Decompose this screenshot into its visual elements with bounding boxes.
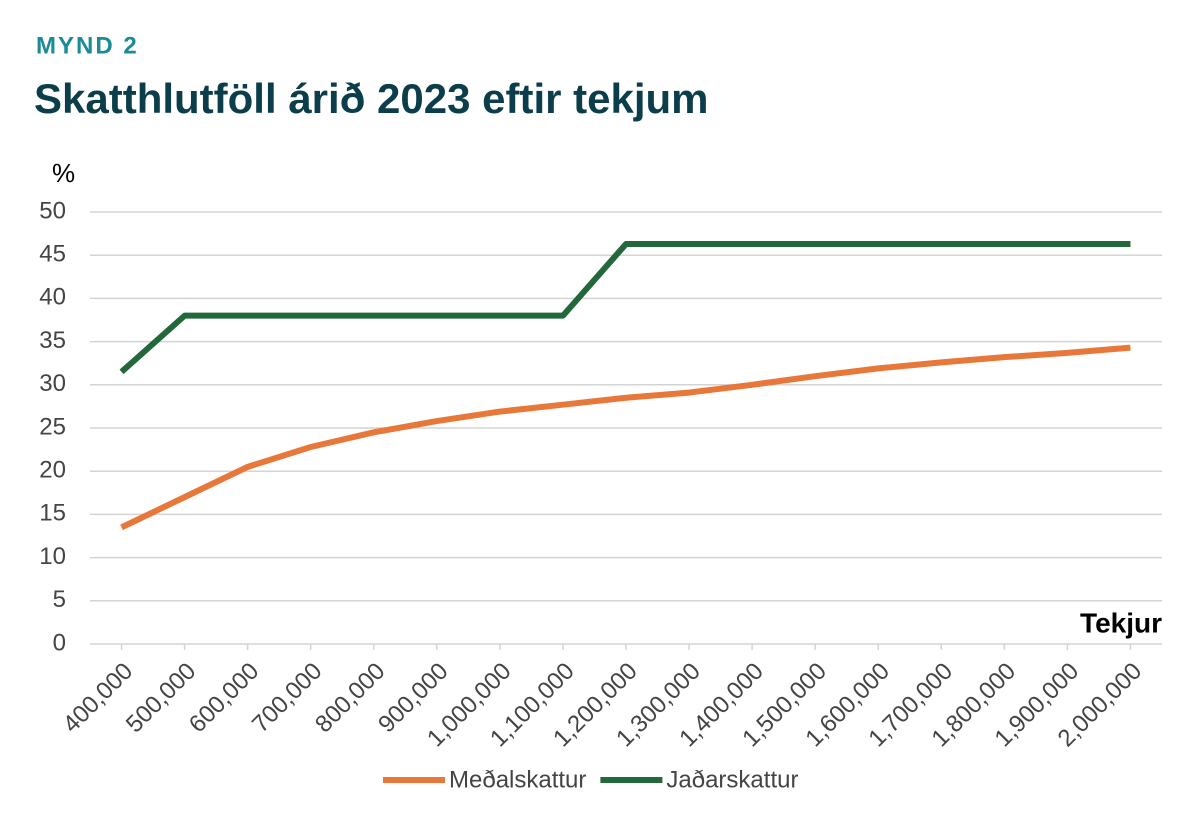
- series-line: [120, 344, 1131, 531]
- y-tick-label: 10: [39, 543, 66, 570]
- y-tick-label: 35: [39, 327, 66, 354]
- y-tick-label: 40: [39, 284, 66, 311]
- y-tick-label: 15: [39, 500, 66, 527]
- x-tick-label: 400,000: [58, 658, 138, 738]
- legend-label: Meðalskattur: [449, 766, 586, 793]
- x-axis-label: Tekjur: [1080, 607, 1162, 638]
- legend-label: Jaðarskattur: [666, 766, 798, 793]
- y-tick-label: 5: [53, 586, 66, 613]
- y-tick-label: 45: [39, 241, 66, 268]
- chart-title: Skatthlutföll árið 2023 eftir tekjum: [34, 75, 709, 122]
- y-tick-label: 25: [39, 413, 66, 440]
- y-tick-label: 50: [39, 197, 66, 224]
- y-tick-label: 20: [39, 457, 66, 484]
- y-tick-label: 30: [39, 370, 66, 397]
- series-line: [119, 240, 1131, 375]
- x-tick-label: 500,000: [121, 658, 201, 738]
- y-axis-label: %: [52, 158, 75, 188]
- x-tick-label: 600,000: [184, 658, 264, 738]
- x-tick-label: 800,000: [310, 658, 390, 738]
- figure-label: MYND 2: [36, 32, 139, 59]
- x-tick-label: 700,000: [247, 658, 327, 738]
- y-tick-label: 0: [53, 629, 66, 656]
